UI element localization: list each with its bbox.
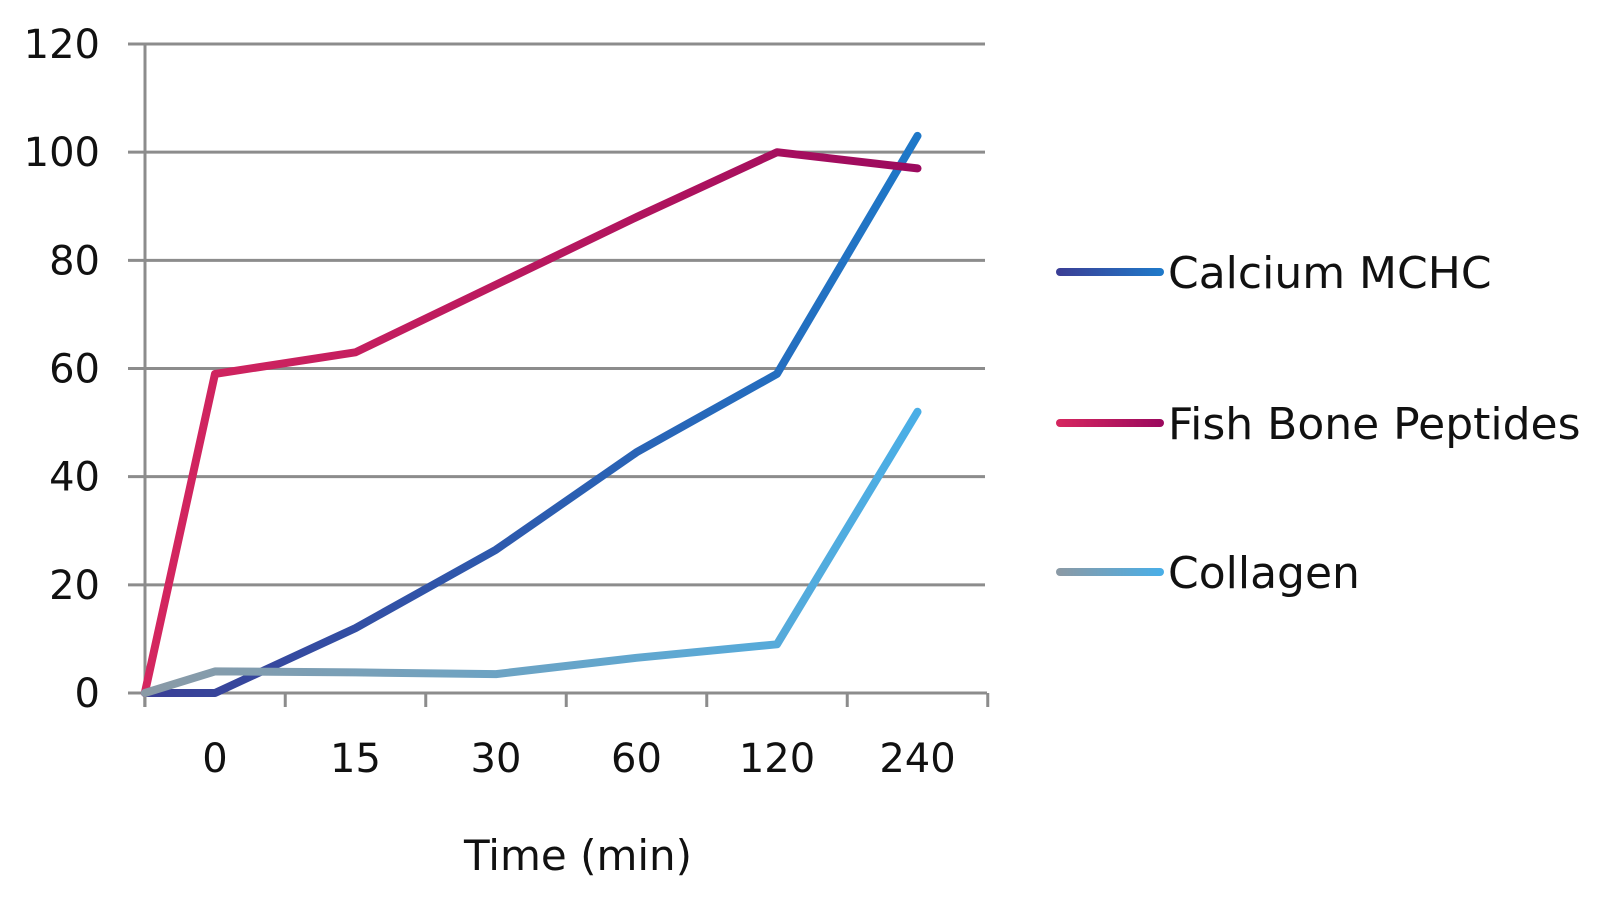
y-tick-label: 80	[49, 238, 100, 284]
y-tick-labels: 0 20 40 60 80 100 120	[24, 22, 100, 717]
x-tick-label: 0	[202, 736, 227, 782]
x-tick-label: 30	[471, 736, 522, 782]
y-tick-label: 100	[24, 130, 100, 176]
x-tick-label: 60	[611, 736, 662, 782]
legend: Calcium MCHC Fish Bone Peptides Collagen	[1056, 248, 1581, 599]
axes	[128, 44, 990, 707]
series-line-calcium-mchc	[140, 131, 922, 697]
legend-label: Collagen	[1168, 548, 1360, 599]
legend-label: Fish Bone Peptides	[1168, 399, 1581, 450]
legend-label: Calcium MCHC	[1168, 248, 1492, 299]
y-tick-label: 60	[49, 347, 100, 393]
y-tick-label: 40	[49, 455, 100, 501]
y-tick-label: 120	[24, 22, 100, 68]
x-tick-label: 15	[330, 736, 381, 782]
series	[140, 131, 922, 697]
series-line-fish-bone-peptides	[140, 148, 922, 697]
series-line-collagen	[140, 407, 922, 697]
y-tick-label: 20	[49, 563, 100, 609]
x-tick-label: 240	[879, 736, 955, 782]
x-axis-title: Time (min)	[463, 831, 692, 880]
x-tick-label: 120	[739, 736, 815, 782]
x-tick-labels: 0 15 30 60 120 240	[202, 736, 955, 782]
y-tick-label: 0	[75, 671, 100, 717]
